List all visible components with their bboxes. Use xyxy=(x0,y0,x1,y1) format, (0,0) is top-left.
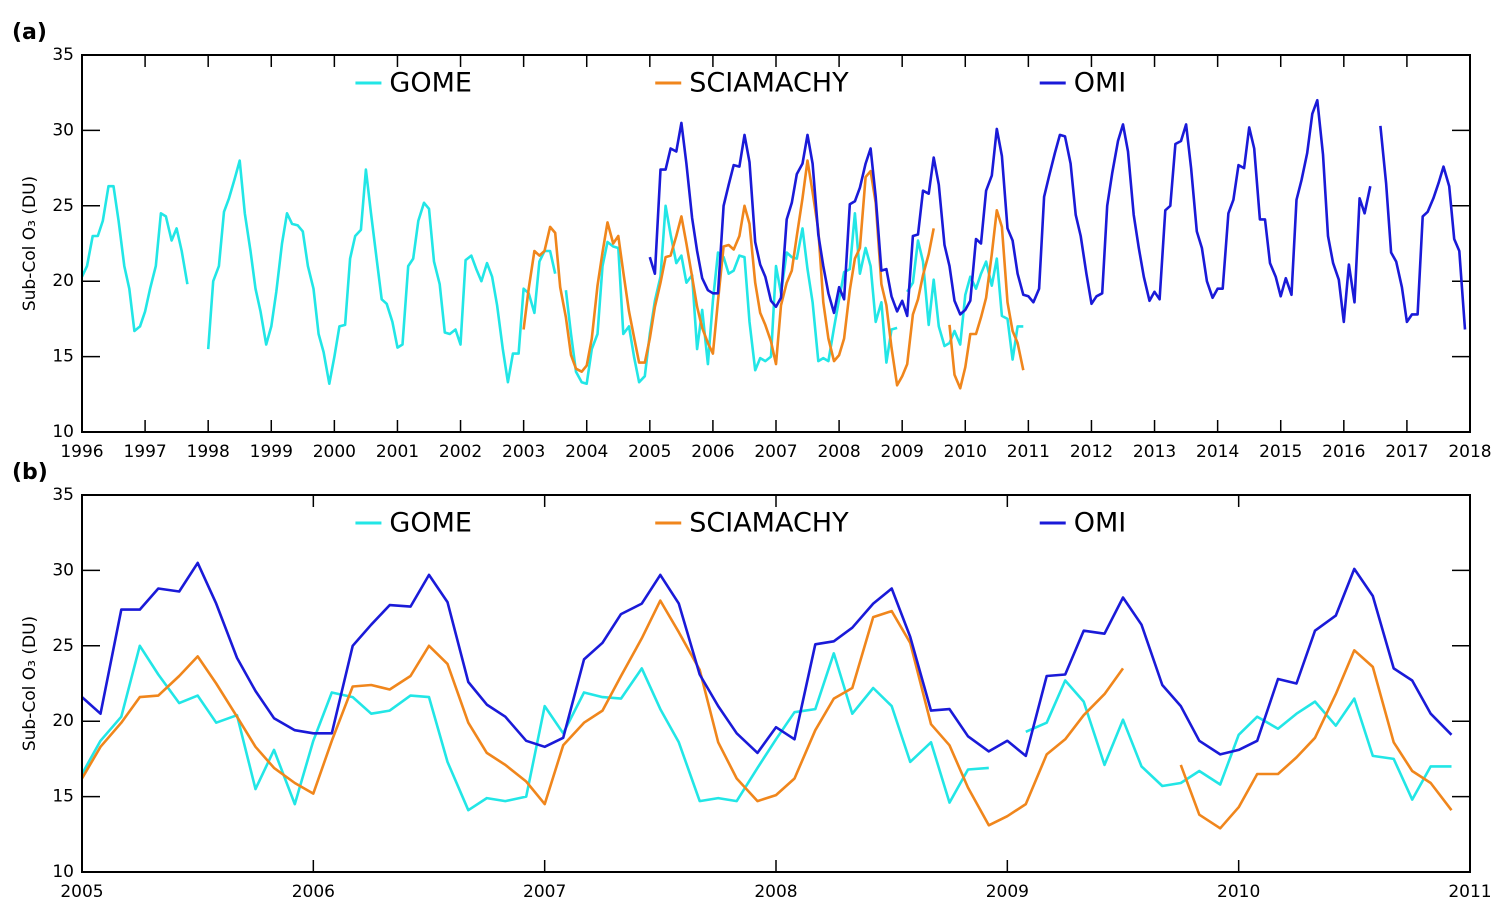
y-tick-label: 15 xyxy=(52,347,74,367)
x-tick-label: 2001 xyxy=(376,442,419,462)
x-tick-label: 2011 xyxy=(1007,442,1050,462)
series-line xyxy=(80,599,1453,830)
series-line xyxy=(81,561,1453,758)
x-tick-label: 2006 xyxy=(292,882,335,902)
x-tick-label: 2017 xyxy=(1385,442,1428,462)
x-tick-label: 2010 xyxy=(944,442,987,462)
y-tick-label: 35 xyxy=(52,45,74,65)
panel-label: (b) xyxy=(12,460,48,485)
series-line xyxy=(648,98,1467,330)
plot-frame xyxy=(81,494,1471,873)
x-tick-label: 2012 xyxy=(1070,442,1113,462)
x-tick-label: 2015 xyxy=(1259,442,1302,462)
series-line xyxy=(80,159,1024,385)
y-axis-label: Sub-Col O₃ (DU) xyxy=(20,616,40,751)
x-tick-label: 2018 xyxy=(1448,442,1491,462)
x-tick-label: 2007 xyxy=(523,882,566,902)
y-tick-label: 30 xyxy=(52,560,74,580)
x-tick-label: 2010 xyxy=(1217,882,1260,902)
legend-label: OMI xyxy=(1074,68,1127,99)
x-tick-label: 2008 xyxy=(754,882,797,902)
x-tick-label: 1999 xyxy=(250,442,293,462)
x-tick-label: 2004 xyxy=(565,442,608,462)
series-line xyxy=(522,159,1025,390)
panel-label: (a) xyxy=(12,20,47,45)
legend-label: OMI xyxy=(1074,508,1127,539)
x-tick-label: 2009 xyxy=(986,882,1029,902)
x-tick-label: 2000 xyxy=(313,442,356,462)
x-tick-label: 2006 xyxy=(691,442,734,462)
y-tick-label: 25 xyxy=(52,636,74,656)
x-tick-label: 2007 xyxy=(754,442,797,462)
y-tick-label: 10 xyxy=(52,862,74,882)
series-line xyxy=(80,644,1452,812)
legend-label: SCIAMACHY xyxy=(689,508,849,539)
x-tick-label: 1998 xyxy=(187,442,230,462)
y-tick-label: 35 xyxy=(52,485,74,505)
x-tick-label: 2009 xyxy=(881,442,924,462)
plot-frame xyxy=(81,54,1471,433)
x-tick-label: 1996 xyxy=(60,442,103,462)
y-tick-label: 15 xyxy=(52,787,74,807)
x-tick-label: 2013 xyxy=(1133,442,1176,462)
legend-label: GOME xyxy=(389,508,472,539)
y-tick-label: 20 xyxy=(52,711,74,731)
y-tick-label: 10 xyxy=(52,422,74,442)
y-tick-label: 20 xyxy=(52,271,74,291)
y-tick-label: 30 xyxy=(52,120,74,140)
legend-label: SCIAMACHY xyxy=(689,68,849,99)
x-tick-label: 2014 xyxy=(1196,442,1239,462)
x-tick-label: 2011 xyxy=(1448,882,1491,902)
x-tick-label: 2016 xyxy=(1322,442,1365,462)
x-tick-label: 2002 xyxy=(439,442,482,462)
x-tick-label: 2003 xyxy=(502,442,545,462)
x-tick-label: 1997 xyxy=(123,442,166,462)
y-tick-label: 25 xyxy=(52,196,74,216)
x-tick-label: 2005 xyxy=(628,442,671,462)
x-tick-label: 2005 xyxy=(60,882,103,902)
x-tick-label: 2008 xyxy=(817,442,860,462)
y-axis-label: Sub-Col O₃ (DU) xyxy=(20,176,40,311)
legend-label: GOME xyxy=(389,68,472,99)
